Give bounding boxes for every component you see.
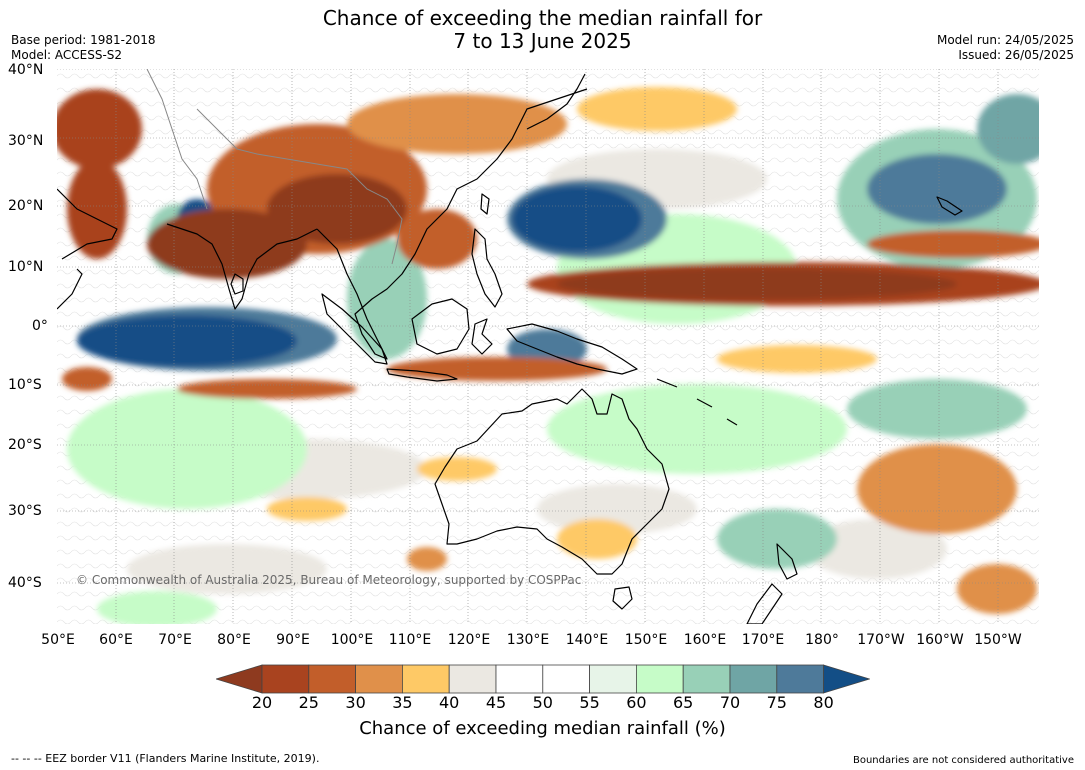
lat-label: 0° (32, 318, 48, 334)
colorbar-cell (729, 664, 778, 694)
new-zealand-coastline (746, 543, 798, 624)
map-title-line2: 7 to 13 June 2025 (453, 29, 632, 53)
colorbar-tick-label: 75 (766, 693, 787, 712)
colorbar-tick-label: 65 (673, 693, 694, 712)
lat-label: 10°S (8, 377, 42, 393)
colorbar-extend-low (216, 664, 263, 694)
lat-label: 30°S (8, 503, 42, 519)
colorbar-tick-label: 70 (719, 693, 741, 712)
colorbar-tick-label: 30 (345, 693, 366, 712)
philippines-coastline (471, 228, 503, 308)
colorbar-label: Chance of exceeding median rainfall (%) (359, 718, 726, 739)
hawaii-coastline (936, 196, 963, 216)
lon-label: 170°E (741, 632, 785, 648)
colorbar-tick-label: 35 (392, 693, 413, 712)
colorbar-cell (542, 664, 590, 694)
arabia-coastline (57, 188, 118, 260)
base-period: Base period: 1981-2018 (11, 33, 156, 47)
colorbar-extend-high (823, 664, 870, 694)
map-title-line1: Chance of exceeding the median rainfall … (322, 6, 763, 30)
sri-lanka-coastline (230, 273, 244, 295)
colorbar-cells (216, 664, 870, 694)
lon-label: 150°W (974, 632, 1022, 648)
lat-label: 40°N (8, 62, 44, 78)
colorbar-cell (401, 664, 450, 694)
colorbar-tick-label: 40 (439, 693, 460, 712)
new-guinea-coastline (506, 323, 638, 375)
colorbar-cell (308, 664, 357, 694)
colorbar-tick-label: 50 (532, 693, 553, 712)
colorbar-cell (448, 664, 497, 694)
country-borders (146, 69, 403, 265)
colorbar-tick-label: 45 (485, 693, 507, 712)
lat-label: 10°N (8, 259, 44, 275)
lon-label: 80°E (217, 632, 251, 648)
boundaries-disclaimer: Boundaries are not considered authoritat… (852, 755, 1074, 766)
colorbar-tick-label: 25 (298, 693, 319, 712)
africa-coastline (57, 268, 83, 310)
map-copyright: © Commonwealth of Australia 2025, Bureau… (76, 573, 582, 587)
colorbar-tick-label: 55 (579, 693, 600, 712)
lon-label: 100°E (330, 632, 374, 648)
rainfall-probability-map (57, 69, 1039, 624)
colorbar-tick-label: 80 (813, 693, 834, 712)
colorbar-cell (682, 664, 731, 694)
lon-label: 130°E (506, 632, 550, 648)
model-run: Model run: 24/05/2025 (936, 33, 1074, 47)
tasmania-coastline (612, 586, 633, 610)
colorbar-cell (495, 664, 544, 694)
colorbar-tick-label: 60 (626, 693, 647, 712)
lon-label: 120°E (447, 632, 491, 648)
japan-coastline (526, 73, 586, 130)
taiwan-coastline (480, 193, 490, 215)
lat-label: 30°N (8, 133, 44, 149)
issued-date: Issued: 26/05/2025 (958, 48, 1074, 62)
lon-label: 60°E (99, 632, 133, 648)
colorbar-cell (355, 664, 403, 694)
colorbar-tick-label: 20 (251, 693, 273, 712)
india-coastline (166, 223, 318, 310)
lon-label: 50°E (41, 632, 75, 648)
lon-label: 160°W (916, 632, 964, 648)
sulawesi-coastline (471, 318, 493, 355)
lon-label: 140°E (565, 632, 609, 648)
australia-coastline (434, 388, 670, 575)
model-name: Model: ACCESS-S2 (11, 48, 123, 62)
coastlines (57, 73, 963, 624)
borneo-coastline (411, 298, 470, 355)
lon-label: 90°E (276, 632, 310, 648)
lon-label: 170°W (857, 632, 905, 648)
colorbar (216, 664, 870, 694)
sumatra-coastline (321, 293, 388, 365)
pacific-islands (656, 378, 738, 426)
colorbar-cell (635, 664, 684, 694)
lon-label: 110°E (388, 632, 432, 648)
se-asia-coastline (316, 88, 588, 360)
colorbar-cell (589, 664, 637, 694)
colorbar-cell (776, 664, 824, 694)
colorbar-cell (261, 664, 310, 694)
java-coastline (386, 368, 458, 382)
lat-label: 20°N (8, 198, 44, 214)
lat-label: 40°S (8, 575, 42, 591)
lon-label: 150°E (624, 632, 668, 648)
eez-border-note: -- -- -- EEZ border V11 (Flanders Marine… (11, 752, 320, 765)
lat-label: 20°S (8, 437, 42, 453)
lon-label: 160°E (683, 632, 727, 648)
lon-label: 180° (805, 632, 839, 648)
lon-label: 70°E (158, 632, 192, 648)
graticule (57, 69, 1039, 624)
